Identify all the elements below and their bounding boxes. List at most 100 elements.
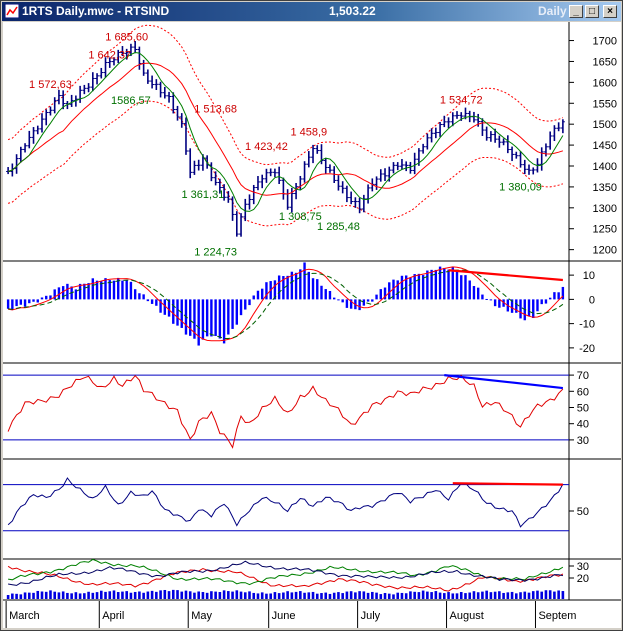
volume-bar	[87, 591, 90, 599]
macd-histogram-bar	[100, 281, 103, 300]
macd-histogram-bar	[201, 299, 205, 340]
macd-tick-label: 0	[589, 294, 595, 306]
dmi-tick-label: 30	[577, 561, 589, 573]
macd-histogram-bar	[379, 289, 382, 300]
macd-histogram-bar	[146, 299, 150, 302]
volume-bar	[523, 591, 527, 599]
chart-app-icon	[5, 4, 19, 18]
volume-bar	[341, 593, 344, 599]
volume-bar	[227, 591, 230, 599]
volume-bar	[315, 593, 319, 599]
macd-histogram-bar	[108, 280, 111, 300]
volume-bar	[133, 591, 137, 599]
price-tick-label: 1250	[593, 224, 617, 236]
volume-bar	[205, 592, 209, 599]
macd-histogram-bar	[333, 297, 336, 300]
volume-bar	[430, 592, 433, 599]
oscillator-line	[7, 477, 564, 528]
price-tick-label: 1550	[593, 98, 617, 110]
macd-tick-label: 10	[583, 270, 595, 282]
macd-histogram-bar	[468, 280, 471, 300]
volume-bar	[99, 590, 103, 599]
volume-bar	[493, 591, 497, 599]
volume-bar	[32, 592, 35, 599]
volume-bar	[218, 592, 222, 599]
volume-bar	[345, 591, 349, 599]
volume-bar	[121, 591, 124, 599]
volume-bar	[273, 592, 277, 599]
price-high-label: 1 534,72	[440, 95, 483, 107]
macd-histogram-bar	[430, 269, 433, 300]
volume-bar	[375, 592, 378, 599]
volume-bar	[417, 592, 421, 599]
rsi-tick-label: 50	[577, 403, 589, 415]
volume-bar	[544, 590, 548, 599]
volume-bar	[561, 591, 565, 599]
volume-bar	[320, 593, 323, 599]
volume-bar	[239, 591, 243, 599]
volume-bar	[299, 591, 302, 599]
macd-histogram-bar	[438, 266, 442, 300]
macd-histogram-bar	[472, 286, 476, 300]
month-label: May	[191, 610, 212, 622]
macd-histogram-bar	[222, 299, 226, 344]
price-low-label: 1 380,09	[499, 181, 542, 193]
volume-bar	[11, 593, 14, 599]
price-high-label: 1 458,9	[290, 126, 327, 138]
volume-bar	[468, 592, 472, 599]
volume-bar	[400, 592, 404, 599]
macd-histogram-bar	[328, 290, 332, 300]
macd-histogram-bar	[460, 275, 463, 300]
macd-histogram-bar	[235, 299, 238, 325]
macd-histogram-bar	[210, 299, 213, 337]
volume-bar	[159, 590, 162, 599]
minimize-button[interactable]: _	[569, 5, 583, 18]
volume-bar	[282, 592, 285, 599]
volume-bar	[290, 592, 294, 599]
macd-histogram-bar	[527, 299, 531, 317]
macd-histogram-bar	[112, 280, 116, 300]
maximize-button[interactable]: □	[585, 5, 599, 18]
macd-histogram-bar	[307, 271, 310, 300]
volume-bar	[176, 590, 179, 599]
volume-bar	[536, 590, 539, 599]
macd-histogram-bar	[265, 282, 268, 300]
macd-histogram-bar	[417, 273, 421, 300]
macd-histogram-bar	[205, 299, 209, 337]
volume-bar	[49, 590, 52, 599]
volume-bar	[61, 591, 65, 599]
price-tick-label: 1350	[593, 182, 617, 194]
volume-bar	[426, 591, 429, 599]
volume-bar	[472, 591, 476, 599]
month-label: August	[450, 610, 484, 622]
macd-histogram-bar	[66, 283, 69, 300]
close-button[interactable]: ×	[603, 5, 617, 18]
macd-histogram-bar	[83, 283, 86, 300]
macd-histogram-bar	[91, 278, 95, 300]
macd-histogram-bar	[311, 278, 315, 300]
title-bar[interactable]: 1RTS Daily.mwc - RTSIND 1,503.22 Daily _…	[2, 2, 621, 21]
volume-bar	[91, 592, 95, 599]
macd-histogram-bar	[536, 299, 539, 312]
price-tick-label: 1600	[593, 77, 617, 89]
volume-bar	[214, 591, 217, 599]
macd-histogram-bar	[464, 275, 467, 300]
volume-bar	[235, 590, 239, 599]
macd-histogram-bar	[133, 289, 137, 300]
volume-bar	[163, 589, 167, 599]
volume-bar	[260, 592, 264, 599]
macd-histogram-bar	[434, 269, 438, 300]
macd-histogram-bar	[19, 299, 23, 305]
macd-histogram-bar	[349, 299, 353, 309]
volume-bar	[112, 590, 116, 599]
macd-histogram-bar	[214, 299, 217, 336]
price-tick-label: 1500	[593, 119, 617, 131]
macd-histogram-bar	[455, 271, 459, 300]
volume-bar	[481, 591, 484, 599]
price-low-label: 1 361,31	[182, 189, 225, 201]
macd-histogram-bar	[11, 299, 14, 311]
macd-histogram-bar	[45, 295, 48, 300]
macd-histogram-bar	[121, 280, 124, 300]
volume-bar	[332, 592, 336, 599]
volume-bar	[371, 591, 374, 599]
